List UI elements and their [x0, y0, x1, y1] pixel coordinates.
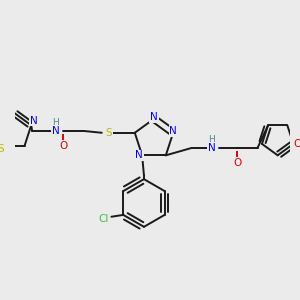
Text: N: N: [30, 116, 38, 126]
Text: N: N: [208, 143, 215, 153]
Text: Cl: Cl: [98, 214, 108, 224]
Text: H: H: [208, 135, 215, 144]
Text: N: N: [150, 112, 158, 122]
Text: N: N: [136, 150, 143, 160]
Text: S: S: [0, 143, 4, 154]
Text: N: N: [169, 126, 177, 136]
Text: O: O: [294, 139, 300, 149]
Text: O: O: [233, 158, 242, 168]
Text: N: N: [52, 126, 60, 136]
Text: S: S: [106, 128, 112, 138]
Text: O: O: [59, 141, 68, 151]
Text: H: H: [52, 118, 59, 127]
